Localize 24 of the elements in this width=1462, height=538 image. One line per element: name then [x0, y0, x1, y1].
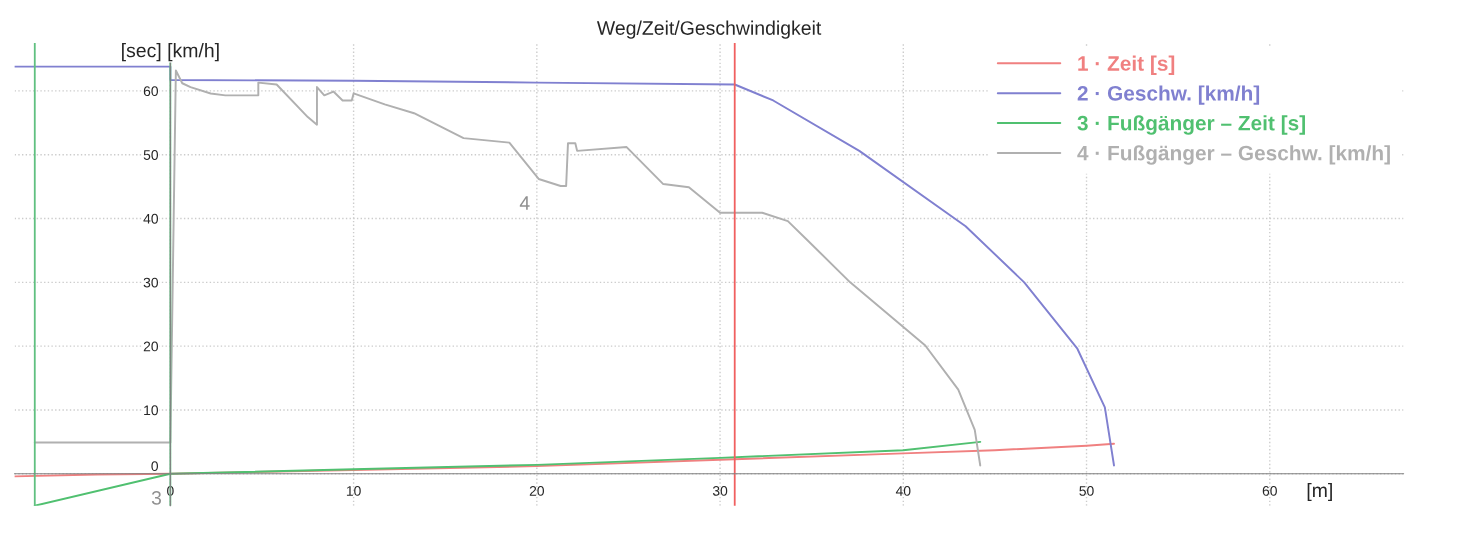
y-tick-label: 60 [143, 86, 159, 97]
x-tick-label: 10 [346, 485, 361, 496]
y-tick-label: 30 [143, 277, 159, 288]
x-tick-label: 60 [1262, 485, 1277, 496]
annotation: 3 [151, 490, 162, 505]
y-axis-title: [sec] [km/h] [122, 43, 219, 62]
chart-title: Weg/Zeit/Geschwindigkeit [596, 20, 822, 39]
x-tick-label: 30 [712, 485, 728, 496]
y-tick-label: 0 [151, 461, 159, 472]
annotation: 4 [519, 196, 530, 210]
y-tick-label: 50 [143, 150, 159, 160]
legend-label: 4 · Fußgänger – Geschw. [km/h] [1077, 145, 1390, 165]
line-series [14, 442, 1115, 478]
legend-label: 1 · Zeit [s] [1078, 55, 1175, 75]
line-series [33, 440, 982, 506]
x-axis-title: [m] [1307, 482, 1332, 502]
x-tick-label: 20 [529, 485, 545, 496]
legend-label: 2 · Geschw. [km/h] [1077, 85, 1260, 105]
x-tick-label: 40 [895, 485, 911, 496]
y-tick-label: 10 [144, 405, 159, 416]
y-tick-label: 20 [143, 341, 159, 352]
legend-label: 3 · Fußgänger – Zeit [s] [1077, 115, 1305, 135]
y-tick-label: 40 [143, 213, 159, 224]
x-tick-label: 50 [1079, 485, 1094, 496]
